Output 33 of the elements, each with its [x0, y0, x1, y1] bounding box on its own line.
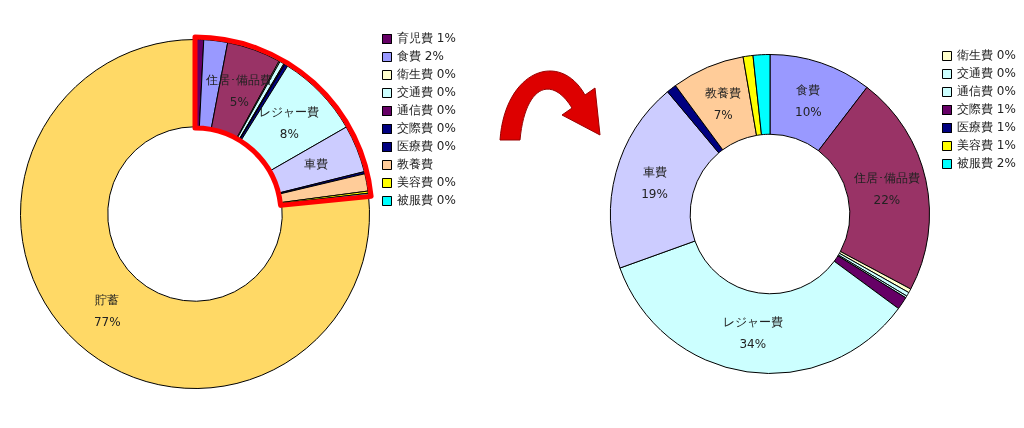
slice-label: 車費: [642, 164, 667, 179]
data-label: 34%: [739, 336, 767, 351]
slice-label: 住居･備品費: [852, 170, 920, 185]
slice-label: レジャー費: [259, 105, 320, 120]
legend-label: 育児費 1%: [397, 31, 456, 46]
legend-label: 交通費 0%: [397, 85, 456, 100]
legend-label: 医療費 1%: [957, 120, 1016, 135]
slice-label: 貯蓄: [95, 293, 120, 308]
data-label: 7%: [713, 108, 733, 123]
legend-label: 被服費 2%: [957, 156, 1016, 171]
slice-label: レジャー費: [722, 314, 783, 329]
legend-label: 美容費 1%: [957, 138, 1016, 153]
legend-label: 交際費 0%: [397, 121, 456, 136]
legend-label: 交通費 0%: [957, 66, 1016, 81]
legend-label: 教養費: [397, 157, 433, 172]
slice-label: 車費: [304, 157, 329, 172]
legend-label: 通信費 0%: [397, 103, 456, 118]
legend-label: 美容費 0%: [397, 175, 456, 190]
legend-label: 医療費 0%: [397, 139, 456, 154]
slice-label: 教養費: [705, 86, 742, 101]
data-label: 22%: [873, 192, 901, 207]
legend-label: 被服費 0%: [397, 193, 456, 208]
data-label: 8%: [279, 127, 299, 142]
legend-label: 食費 2%: [397, 49, 444, 64]
data-label: 5%: [229, 94, 249, 109]
data-label: 10%: [795, 104, 822, 119]
legend-label: 衛生費 0%: [397, 67, 456, 82]
legend-label: 交際費 1%: [957, 102, 1016, 117]
legend-label: 衛生費 0%: [957, 48, 1016, 63]
legend-label: 通信費 0%: [957, 84, 1016, 99]
data-label: 77%: [93, 315, 121, 330]
data-label: 19%: [641, 186, 668, 201]
slice-label: 食費: [796, 82, 821, 97]
